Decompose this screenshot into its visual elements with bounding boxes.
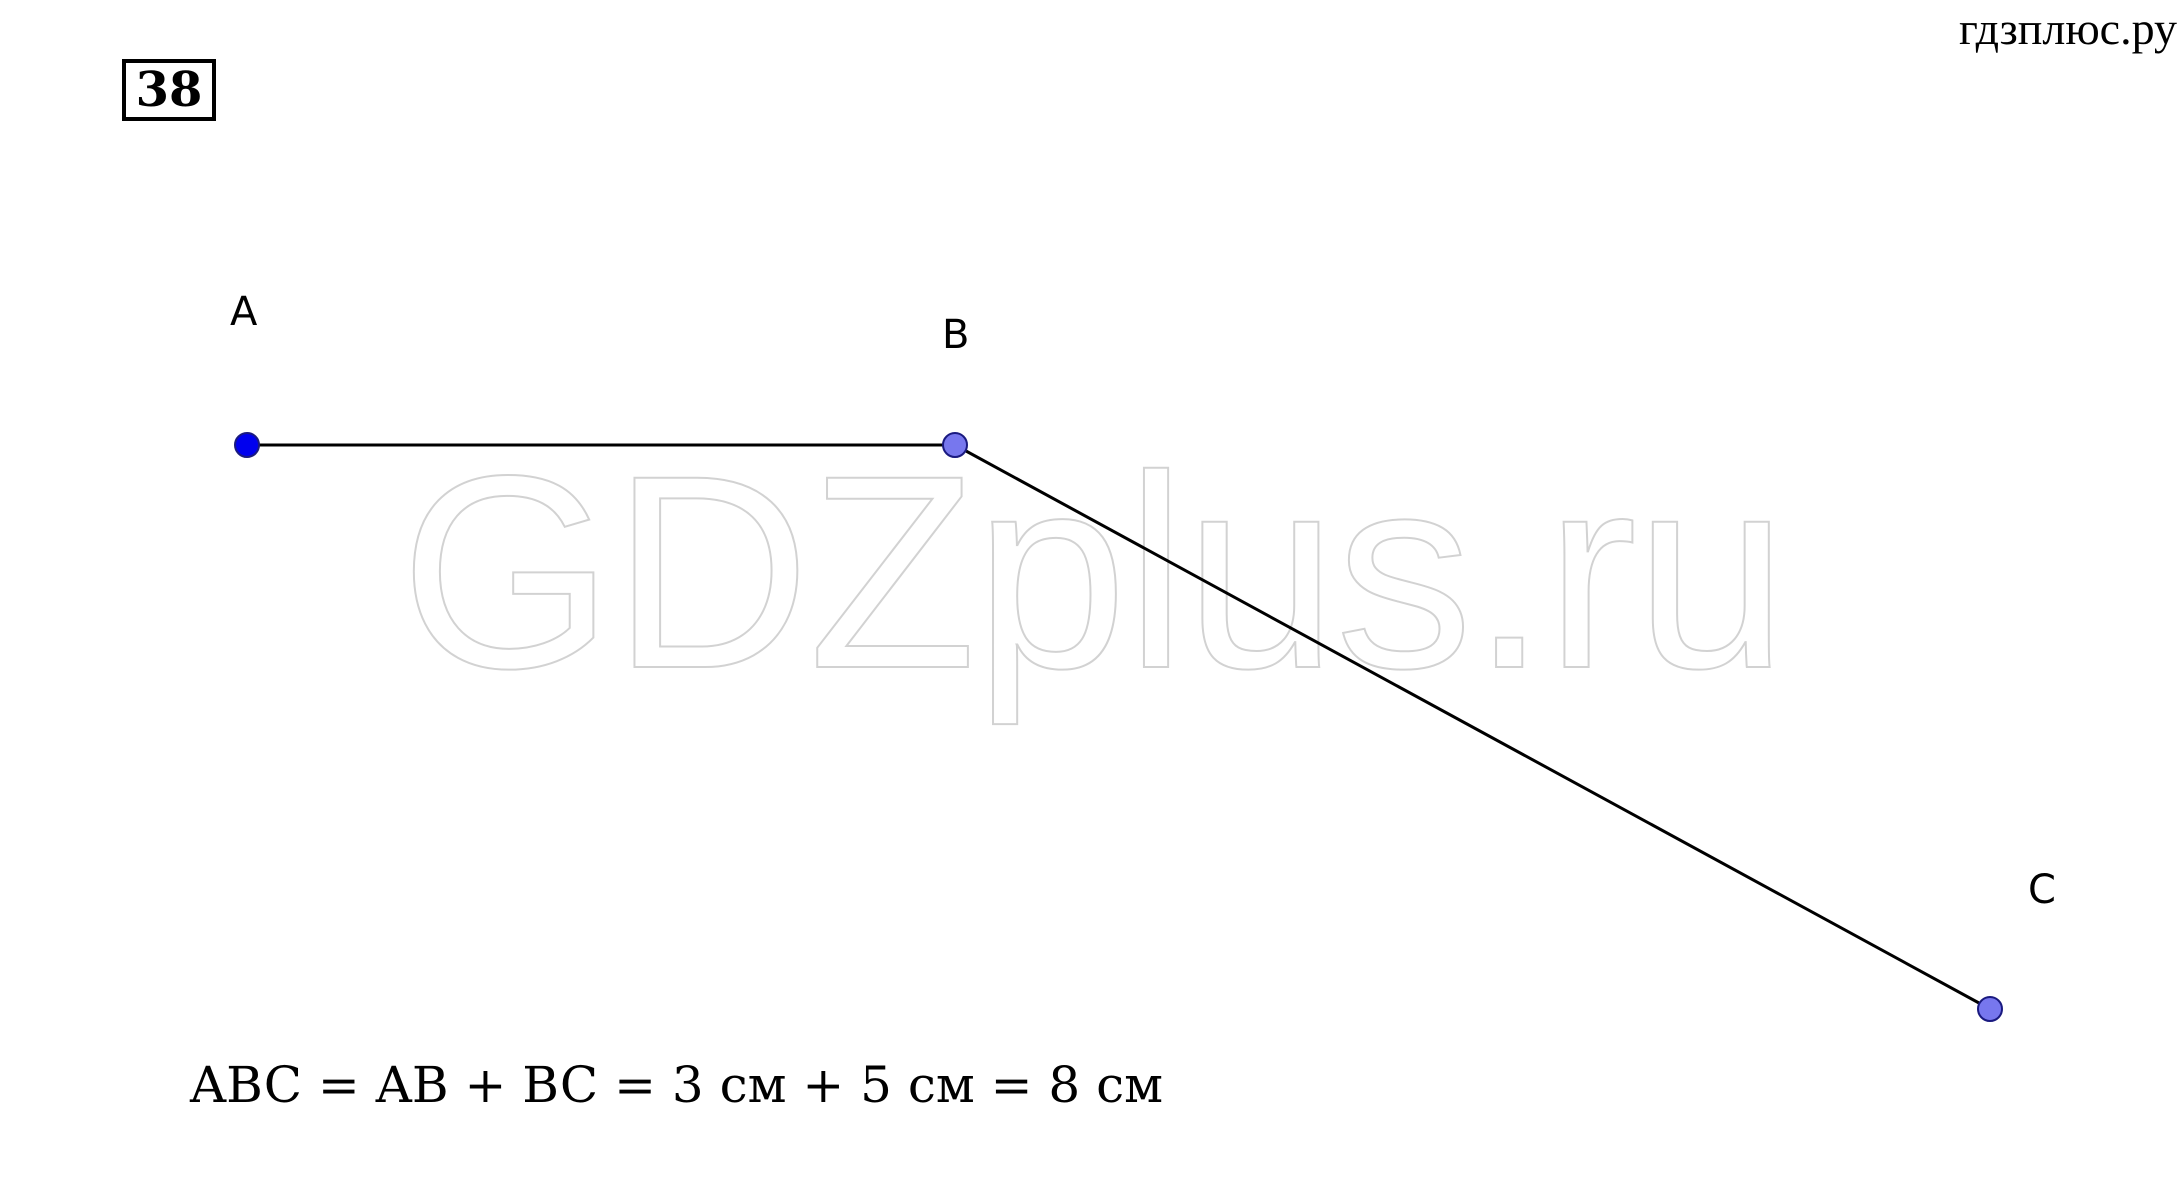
point-c bbox=[1977, 996, 2003, 1022]
point-b bbox=[942, 432, 968, 458]
label-c: C bbox=[2028, 867, 2056, 913]
problem-number: 38 bbox=[122, 59, 216, 121]
point-a bbox=[234, 432, 260, 458]
label-a: A bbox=[230, 289, 258, 335]
watermark: GDZplus.ru bbox=[399, 419, 1789, 726]
solution-equation: ABC = AB + BC = 3 см + 5 см = 8 см bbox=[190, 1056, 1164, 1114]
segment-bc bbox=[954, 443, 1991, 1011]
label-b: B bbox=[942, 312, 969, 358]
site-label: гдзплюс.ру bbox=[1959, 3, 2177, 54]
